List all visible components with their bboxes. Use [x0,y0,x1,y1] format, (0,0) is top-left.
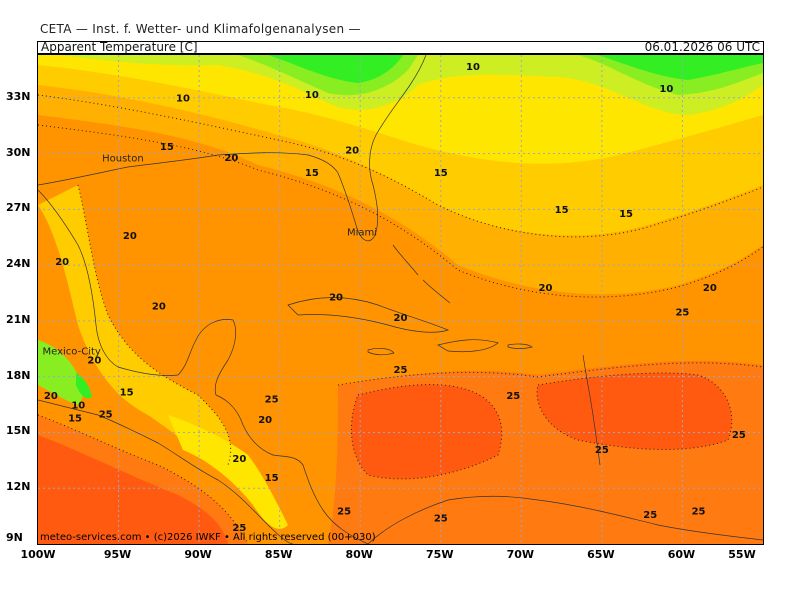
contour-value-label: 25 [265,395,279,406]
contour-value-label: 25 [732,430,746,441]
lon-tick-label: 90W [184,548,212,561]
contour-value-label: 20 [55,257,69,268]
temperature-map: Houston Miami Mexico-City 10 10 10 10 15 20 15 20… [38,55,763,544]
field-lt10 [268,55,763,83]
contour-value-label: 20 [394,313,408,324]
lat-lon-grid [38,55,763,544]
contour-value-label: 20 [258,415,272,426]
contour-value-label: 10 [466,62,480,73]
map-frame: Houston Miami Mexico-City 10 10 10 10 15 20 15 20… [37,54,764,545]
contour-value-label: 10 [659,84,673,95]
field-12-15 [58,55,763,115]
footer-credit: meteo-services.com • (c)2026 IWKF • All … [40,532,376,543]
city-labels: Houston Miami Mexico-City [43,153,378,357]
contour-value-label: 15 [555,205,569,216]
city-label: Mexico-City [43,347,101,358]
field-mexico-lt10 [76,373,92,399]
contour-value-label: 20 [44,391,58,402]
contour-value-label: 10 [176,93,190,104]
parameter-label: Apparent Temperature [C] [41,40,198,54]
lon-tick-label: 85W [264,548,293,561]
lon-tick-label: 95W [103,548,132,561]
datetime-label: 06.01.2026 06 UTC [644,40,760,54]
city-label: Houston [102,153,144,164]
contour-value-label: 20 [152,302,166,313]
lon-tick-label: 100W [20,548,56,561]
lat-tick-label: 30N [6,145,31,159]
contour-value-label: 20 [87,356,101,367]
lon-tick-label: 80W [345,548,373,561]
coastlines [38,55,763,544]
contour-value-label: 15 [68,413,82,424]
contour-value-label: 25 [99,410,113,421]
field-15-17 [38,55,763,164]
contour-value-label: 10 [71,400,85,411]
contour-value-label: 25 [394,365,408,376]
lat-tick-label: 9N [6,531,23,544]
lon-tick-label: 65W [587,548,615,561]
lon-tick-label: 70W [506,548,535,561]
contour-value-label: 15 [619,209,633,220]
lat-tick-label: 24N [6,257,31,271]
contour-value-label: 10 [305,90,319,101]
contour-value-label: 15 [120,387,134,398]
contour-value-label: 20 [224,153,238,164]
city-label: Miami [347,228,377,239]
contour-value-label: 15 [265,473,279,484]
contour-value-label: 20 [345,146,359,157]
field-gt27-caribbean [351,384,502,479]
lat-tick-label: 18N [6,368,31,382]
contour-value-label: 25 [692,506,706,517]
contour-value-label: 15 [160,142,174,153]
contour-value-label: 20 [123,231,137,242]
field-centam-yellow [168,415,288,529]
contour-value-label: 15 [305,168,319,179]
contour-value-label: 20 [703,283,717,294]
contour-value-label: 25 [337,506,351,517]
contour-value-label: 25 [595,445,609,456]
lon-tick-label: 55W [728,548,756,561]
lon-tick-label: 75W [426,548,454,561]
contour-labels: 10 10 10 10 15 20 15 20 15 15 15 20 20 20 20 20 20 20 25 20… [44,62,746,534]
contour-value-label: 15 [434,168,448,179]
lat-tick-label: 33N [6,89,31,103]
lon-tick-label: 60W [667,548,696,561]
contour-value-label: 25 [506,391,520,402]
field-gt27-east [537,373,732,450]
contour-value-label: 25 [675,307,689,318]
contour-value-label: 25 [232,523,246,534]
header-title: CETA — Inst. f. Wetter- und Klimafolgena… [40,22,361,36]
contour-value-label: 20 [539,283,553,294]
contour-value-label: 25 [643,510,657,521]
field-mexico-yellow [38,185,231,465]
lat-tick-label: 12N [6,480,31,494]
lat-tick-label: 27N [6,201,31,215]
field-mexico-green [38,340,83,405]
field-gt27-pacific [38,435,228,544]
isolines [38,94,763,544]
contour-value-label: 25 [434,514,448,525]
map-subheader: Apparent Temperature [C] 06.01.2026 06 U… [37,40,764,54]
lat-tick-label: 21N [6,312,31,326]
contour-value-label: 20 [232,454,246,465]
contour-value-label: 20 [329,292,343,303]
lat-tick-label: 15N [6,424,31,438]
